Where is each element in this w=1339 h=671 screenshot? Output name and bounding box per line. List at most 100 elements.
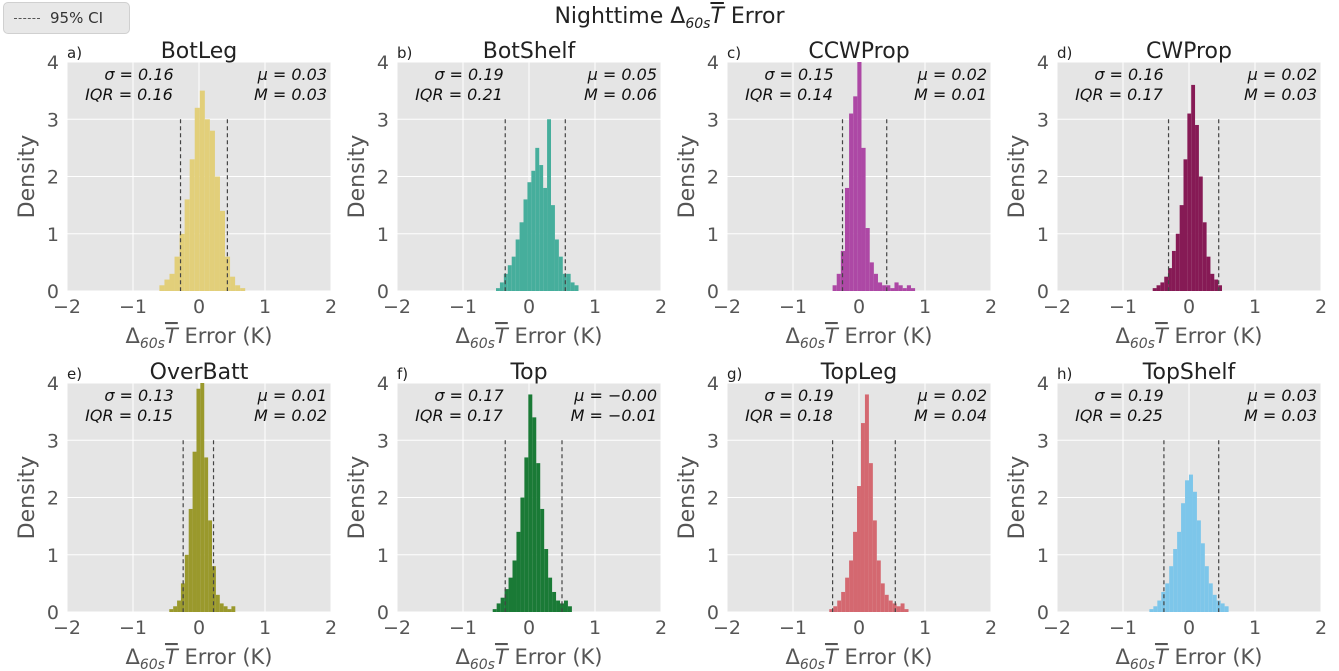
y-tick-label: 4 [47, 52, 59, 74]
histogram-bar [832, 285, 837, 291]
y-tick-label: 2 [377, 167, 389, 189]
y-axis-label: Density [15, 135, 40, 219]
histogram-bar [1216, 600, 1221, 612]
histogram-bar [877, 282, 883, 291]
y-axis-label: Density [345, 135, 370, 219]
x-label-variable: T [165, 645, 180, 669]
x-label-variable: T [165, 324, 180, 348]
stat-median: M = 0.03 [1244, 406, 1317, 425]
histogram-bar [515, 239, 520, 291]
x-tick-label: −1 [119, 296, 147, 318]
histogram-bar [886, 285, 891, 291]
subplot-botleg: −2 −1 0 1 2 0 1 2 3 4 Density Δ60sT Error (K) a) BotL… [15, 39, 337, 352]
x-tick-label: 0 [1183, 617, 1195, 639]
histogram-bar [1218, 285, 1222, 291]
histogram-bar [523, 199, 528, 291]
stat-median: M = 0.03 [1244, 85, 1317, 104]
subplot-title: Top [509, 360, 547, 385]
histogram-bar [1171, 250, 1176, 291]
histogram-bar [511, 256, 516, 291]
x-tick-label: 1 [589, 296, 601, 318]
x-label-suffix: Error (K) [838, 645, 933, 669]
histogram-bar [1204, 566, 1209, 612]
stat-mean: μ = 0.03 [257, 65, 327, 84]
stat-iqr: IQR = 0.25 [1075, 406, 1163, 425]
x-axis-label: Δ60sT Error (K) [1115, 645, 1262, 671]
x-tick-label: 1 [1249, 617, 1261, 639]
histogram-bar [527, 182, 532, 291]
histogram-bar [1185, 480, 1189, 612]
x-label-variable: T [825, 645, 840, 669]
histogram-bar [169, 609, 174, 612]
histogram-bar [189, 159, 195, 291]
histogram-bar [865, 228, 870, 291]
histogram-bar [520, 497, 525, 612]
x-tick-label: −1 [779, 617, 807, 639]
histogram-bar [539, 165, 544, 291]
histogram-bar [844, 187, 850, 291]
histogram-bar [840, 250, 845, 291]
x-label-subscript: 60s [1130, 657, 1155, 671]
histogram-bar [904, 609, 909, 612]
histogram-bar [892, 603, 897, 612]
y-tick-label: 3 [47, 430, 59, 452]
y-tick-label: 2 [377, 488, 389, 510]
histogram-bar [888, 600, 893, 612]
histogram-bar [231, 606, 236, 612]
histogram-bar [196, 388, 201, 612]
x-label-prefix: Δ [125, 645, 140, 669]
subplot-title: BotLeg [161, 39, 238, 64]
panel-letter: b) [397, 44, 412, 62]
histogram-bar [853, 531, 858, 612]
x-label-subscript: 60s [470, 336, 495, 352]
y-tick-label: 1 [707, 224, 719, 246]
histogram-bar [219, 210, 226, 291]
y-tick-label: 1 [1037, 545, 1049, 567]
histogram-bar [1212, 594, 1217, 612]
histogram-bar [1198, 176, 1203, 291]
histogram-bar [1179, 205, 1184, 291]
y-tick-label: 4 [1037, 373, 1049, 395]
x-label-prefix: Δ [785, 324, 800, 348]
histogram-bar [1168, 268, 1172, 291]
histogram-bar [1161, 591, 1166, 612]
y-tick-label: 0 [1037, 281, 1049, 303]
y-tick-label: 1 [47, 545, 59, 567]
stat-mean: μ = 0.02 [1247, 65, 1317, 84]
y-tick-label: 4 [47, 373, 59, 395]
x-label-subscript: 60s [800, 336, 825, 352]
title-prefix: Nighttime Δ [554, 4, 686, 29]
x-tick-label: 2 [655, 296, 667, 318]
x-axis-label: Δ60sT Error (K) [785, 645, 932, 671]
stat-median: M = 0.01 [914, 85, 987, 104]
x-label-prefix: Δ [1115, 324, 1130, 348]
histogram-bar [860, 423, 865, 612]
histogram-bar [1214, 279, 1219, 291]
x-tick-label: 0 [193, 296, 205, 318]
histogram-bar [200, 383, 205, 612]
x-label-suffix: Error (K) [508, 645, 603, 669]
histogram-bar [1177, 531, 1182, 612]
histogram-bar [512, 560, 517, 612]
y-tick-label: 2 [47, 488, 59, 510]
y-tick-label: 2 [707, 167, 719, 189]
y-tick-label: 1 [377, 545, 389, 567]
histogram-bar [880, 583, 885, 612]
legend-dashed-line-icon [14, 17, 40, 19]
x-tick-label: 2 [325, 296, 337, 318]
histogram-bar [1210, 273, 1215, 291]
histogram-bar [1173, 549, 1178, 612]
histogram-bar [1160, 282, 1165, 291]
histogram-bar [1202, 222, 1207, 291]
histogram-bar [857, 62, 862, 291]
histogram-bar [219, 603, 224, 612]
histogram-bar [1157, 600, 1162, 612]
histogram-bar [194, 107, 200, 291]
x-tick-label: −1 [449, 617, 477, 639]
x-axis-label: Δ60sT Error (K) [125, 324, 272, 352]
title-suffix: Error [723, 4, 785, 29]
x-label-variable: T [495, 324, 510, 348]
x-label-variable: T [1155, 324, 1170, 348]
x-tick-label: 0 [853, 617, 865, 639]
